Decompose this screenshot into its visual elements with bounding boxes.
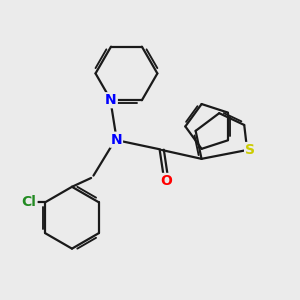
- Text: O: O: [160, 174, 172, 188]
- Text: N: N: [110, 133, 122, 147]
- Text: S: S: [245, 143, 255, 157]
- Text: N: N: [105, 93, 117, 107]
- Text: Cl: Cl: [22, 195, 36, 209]
